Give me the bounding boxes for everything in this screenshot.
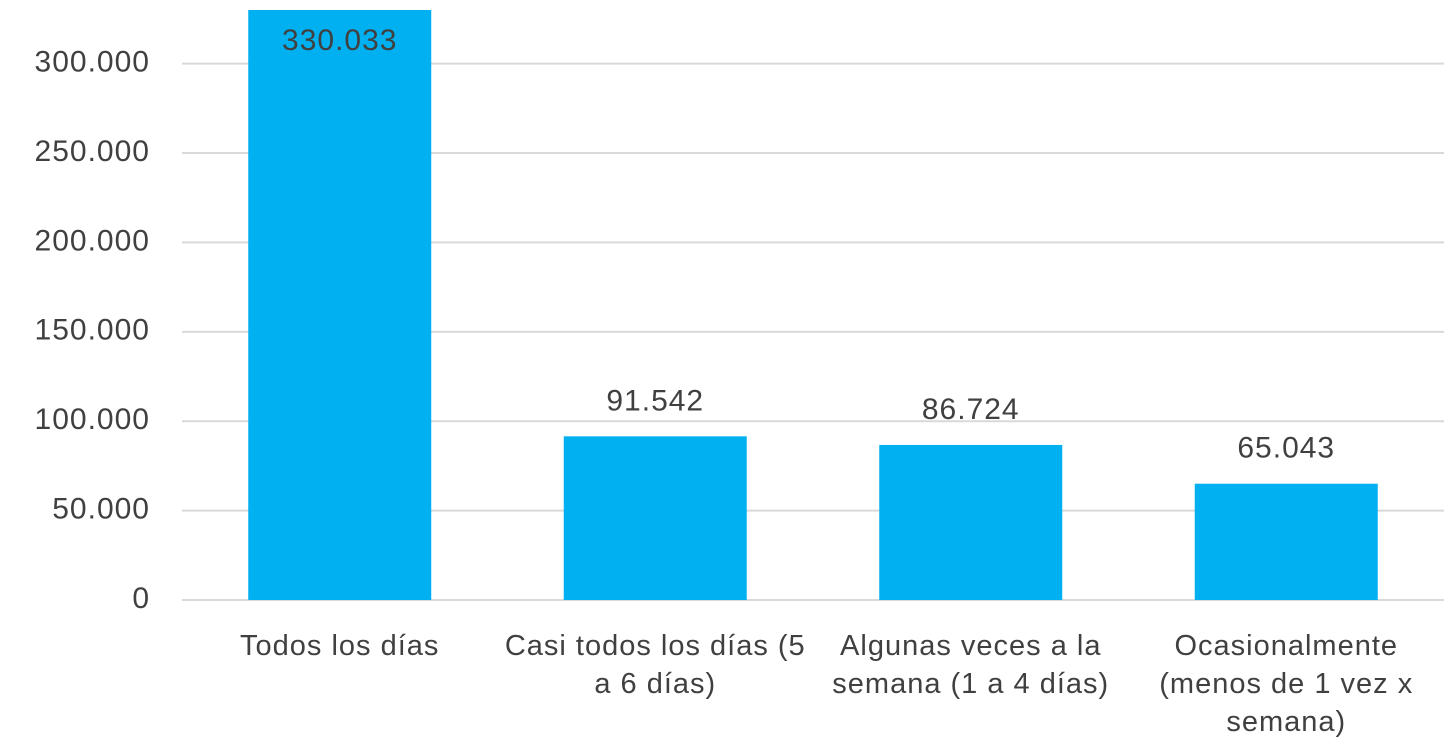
value-label: 91.542	[606, 384, 704, 417]
x-tick-label: Todos los días	[240, 630, 440, 662]
bar	[563, 436, 747, 600]
bar	[1194, 483, 1378, 600]
y-tick-label: 150.000	[35, 314, 150, 347]
y-tick-label: 50.000	[52, 493, 150, 526]
value-label: 86.724	[922, 393, 1020, 426]
bar	[879, 444, 1063, 600]
y-tick-label: 100.000	[35, 403, 150, 436]
bar	[248, 10, 432, 601]
x-tick-label: Algunas veces a la semana (1 a 4 días)	[832, 630, 1110, 700]
x-tick-label: Ocasionalmente (menos de 1 vez x semana)	[1159, 630, 1414, 738]
y-tick-label: 250.000	[35, 135, 150, 168]
y-tick-label: 200.000	[35, 224, 150, 257]
value-label: 330.033	[282, 24, 397, 57]
value-label: 65.043	[1237, 432, 1335, 465]
x-tick-label: Casi todos los días (5 a 6 días)	[504, 630, 806, 700]
y-tick-label: 0	[132, 582, 150, 615]
y-tick-label: 300.000	[35, 46, 150, 79]
